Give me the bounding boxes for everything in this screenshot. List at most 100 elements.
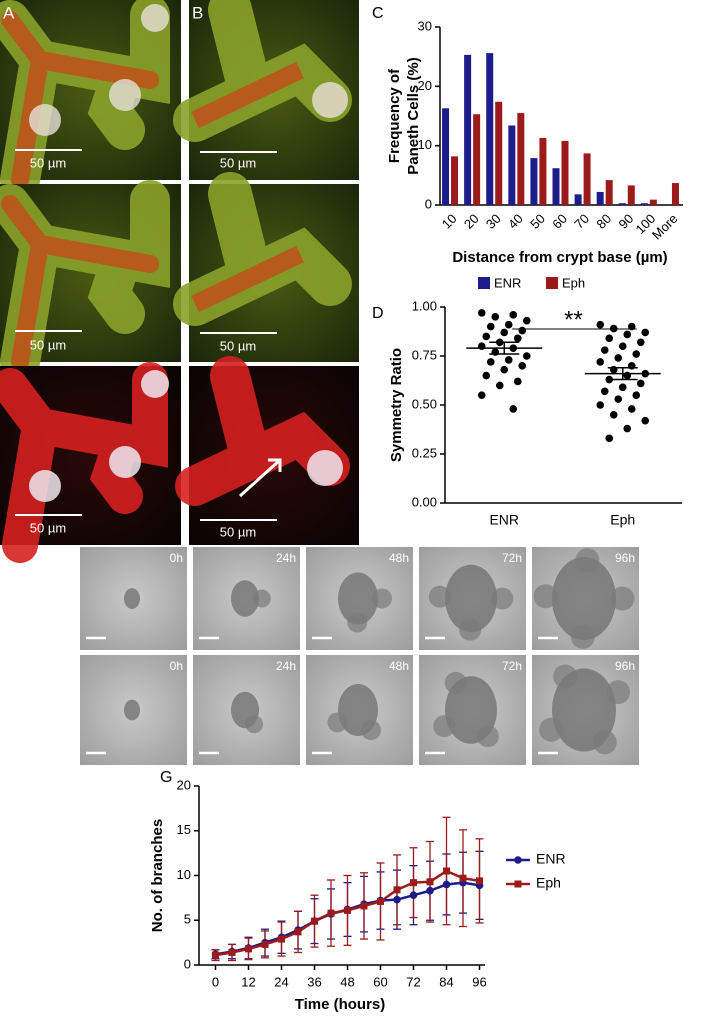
dot (636, 338, 645, 347)
x-tick-label: 48 (340, 974, 354, 989)
time-label: 96h (615, 659, 635, 673)
dot (504, 320, 513, 329)
dot (504, 356, 513, 364)
x-tick-label: 0 (212, 974, 219, 989)
dot (509, 311, 518, 319)
scale-bar-label: 50 µm (30, 520, 66, 535)
y-tick-label: 0 (184, 956, 191, 971)
organoid (445, 564, 497, 633)
bar (473, 114, 481, 205)
bar (451, 156, 459, 205)
marker (245, 945, 252, 953)
y-tick-label: 1.00 (412, 298, 437, 313)
x-tick-label: 60 (373, 974, 387, 989)
dot (614, 395, 623, 403)
organoid-bud (433, 715, 456, 738)
organoid-bud (491, 587, 514, 610)
x-tick-label: 72 (406, 974, 420, 989)
x-tick-label: More (649, 211, 681, 243)
bar (539, 137, 547, 205)
dot (486, 358, 495, 366)
dot (509, 405, 518, 413)
marker (409, 891, 418, 899)
marker (393, 886, 401, 894)
time-label: 96h (615, 551, 635, 565)
marker (410, 879, 417, 887)
y-tick-label: 0.50 (412, 396, 437, 411)
organoid-bud (252, 589, 271, 608)
microscopy-panels (0, 0, 359, 563)
organoid-bud (245, 715, 264, 734)
organoid (124, 699, 140, 721)
dot (500, 328, 509, 337)
scale-bar-label: 50 µm (220, 338, 256, 353)
time-label: 48h (389, 659, 409, 673)
bar (561, 140, 569, 205)
x-tick-label: 90 (615, 211, 636, 232)
dot (518, 326, 527, 335)
y-tick-label: 10 (418, 137, 432, 152)
marker (459, 874, 467, 882)
dot (605, 334, 614, 343)
bar (618, 203, 626, 205)
y-axis-label: Symmetry Ratio (388, 348, 405, 462)
organoid-bud (444, 671, 467, 694)
y-axis-label: Paneth Cells (%) (405, 57, 422, 175)
dot (482, 332, 491, 341)
marker (228, 948, 236, 956)
bar (517, 113, 525, 205)
dot (513, 377, 522, 386)
time-label: 72h (502, 551, 522, 565)
organoid (552, 668, 616, 752)
time-label: 48h (389, 551, 409, 565)
y-axis-label: No. of branches (149, 819, 166, 932)
panel-label: A (3, 3, 15, 22)
dot (495, 381, 504, 390)
dot (596, 358, 605, 366)
x-axis-label: Distance from crypt base (µm) (452, 249, 667, 266)
marker (261, 940, 269, 948)
organoid-bud (606, 680, 631, 705)
organoid-bud (459, 618, 482, 641)
marker (294, 928, 302, 936)
y-tick-label: 5 (184, 912, 191, 927)
marker (344, 906, 351, 914)
organoid-bud (592, 730, 617, 755)
y-tick-label: 10 (177, 867, 191, 882)
marker (443, 867, 450, 875)
legend-label: ENR (536, 851, 566, 867)
dot (477, 391, 486, 400)
marker (426, 878, 434, 886)
significance: ** (564, 306, 583, 333)
x-tick-label: ENR (489, 512, 519, 528)
organoid (124, 588, 140, 609)
x-tick-label: 40 (505, 211, 526, 232)
y-tick-label: 0.75 (412, 347, 437, 362)
organoid-bud (575, 548, 600, 573)
bar (530, 158, 538, 205)
x-tick-label: 96 (472, 974, 486, 989)
time-label: 24h (276, 551, 296, 565)
organoid (552, 556, 616, 641)
timelapse-images: 0h 24h 48h 72h 96h 0h 24h 48h 72h 96h (80, 547, 639, 765)
panel-label: D (372, 305, 384, 322)
organoid-bud (553, 664, 578, 689)
marker (311, 917, 318, 925)
marker (426, 886, 434, 895)
organoid-bud (539, 717, 564, 742)
legend-marker (514, 856, 522, 864)
x-tick-label: 80 (593, 211, 614, 232)
dot (600, 346, 609, 354)
dot (477, 309, 486, 317)
x-axis-label: Time (hours) (295, 996, 386, 1013)
dot (596, 401, 605, 409)
x-tick-label: 50 (527, 211, 548, 232)
dot (632, 391, 641, 400)
x-tick-label: 10 (439, 211, 460, 232)
x-tick-label: 36 (307, 974, 321, 989)
y-tick-label: 0.25 (412, 445, 437, 460)
scale-bar-label: 50 µm (30, 155, 66, 170)
dot (605, 434, 614, 443)
dot (627, 405, 636, 413)
bar (627, 185, 635, 205)
